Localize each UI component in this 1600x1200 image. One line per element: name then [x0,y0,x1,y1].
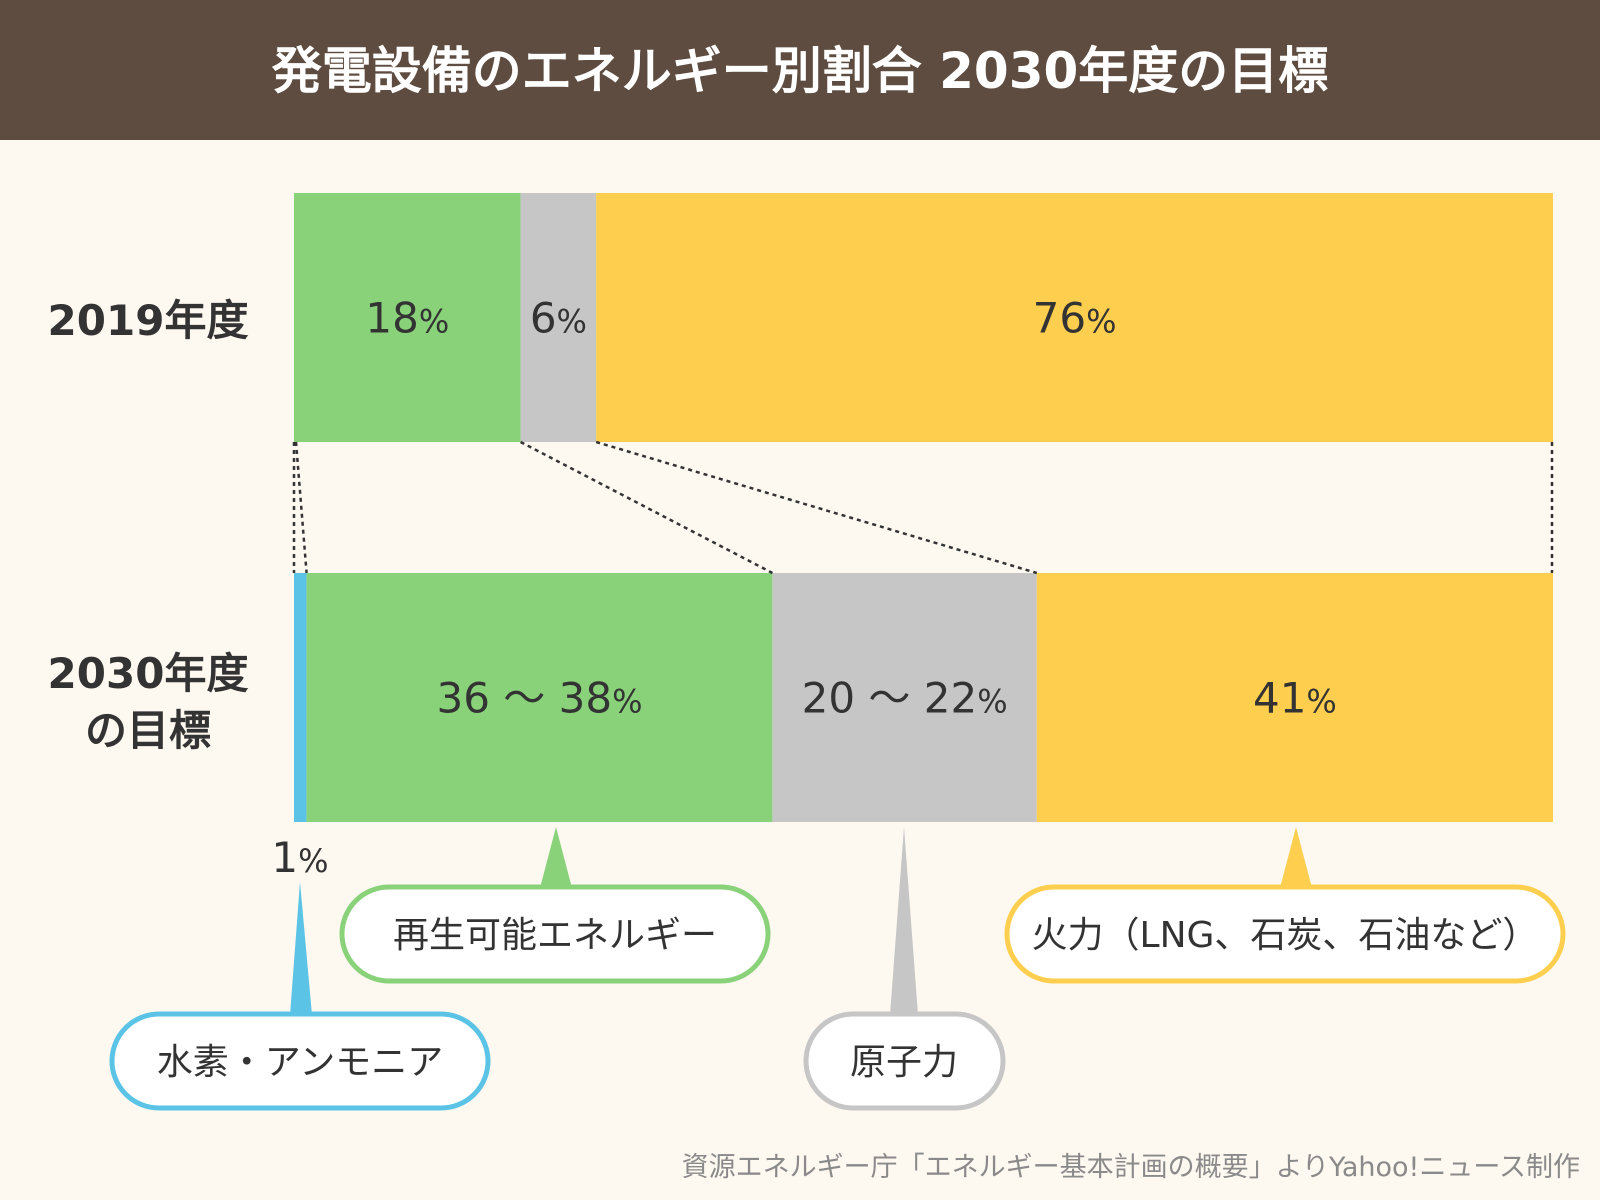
hydrogen-pct-label: 1% [271,833,328,882]
bars-group: 18% 6% 76% 36 ～ 38% 20 ～ 22% 41% [294,193,1553,822]
connector-line-1 [294,441,308,574]
chart-title: 発電設備のエネルギー別割合 2030年度の目標 [272,42,1329,100]
legend-thermal: 火力（LNG、石炭、石油など） [1032,915,1539,956]
source-credit: 資源エネルギー庁「エネルギー基本計画の概要」よりYahoo!ニュース制作 [682,1152,1580,1183]
thermal-callout [1004,884,1566,984]
bar-segment-hydrogen-row1 [294,573,307,822]
legend-hydrogen: 水素・アンモニア [157,1042,444,1083]
data-label-renewable-row0: 18% [365,294,449,343]
bar-segment-thermal-row0 [596,193,1553,442]
data-label-thermal-row1: 41% [1253,674,1337,723]
bar-segment-thermal-row1 [1036,573,1553,822]
thermal-callout-pointer [1280,827,1312,888]
header-bar [0,0,1600,140]
hydrogen-callout [109,1011,491,1111]
data-label-nuclear-row1: 20 ～ 22% [802,674,1008,723]
nuclear-callout [803,1011,1006,1111]
row-label-2030-line1: 2030年度 [48,649,249,698]
renewable-callout-pointer [540,827,572,888]
row-label-2030-line2: の目標 [85,706,211,755]
bar-segment-nuclear-row0 [520,193,597,442]
data-label-nuclear-row0: 6% [530,294,587,343]
data-label-thermal-row0: 76% [1033,294,1117,343]
bar-segment-renewable-row0 [294,193,521,442]
renewable-callout [339,884,771,984]
bar-segment-nuclear-row1 [772,573,1037,822]
legend-nuclear: 原子力 [850,1042,958,1083]
data-label-renewable-row1: 36 ～ 38% [437,674,643,723]
hydrogen-callout-pointer [290,882,312,1015]
legend-renewable: 再生可能エネルギー [393,915,717,956]
row-label-2019: 2019年度 [48,296,249,345]
bar-segment-renewable-row1 [306,573,773,822]
nuclear-callout-pointer [890,827,918,1015]
connector-lines [292,440,1554,575]
